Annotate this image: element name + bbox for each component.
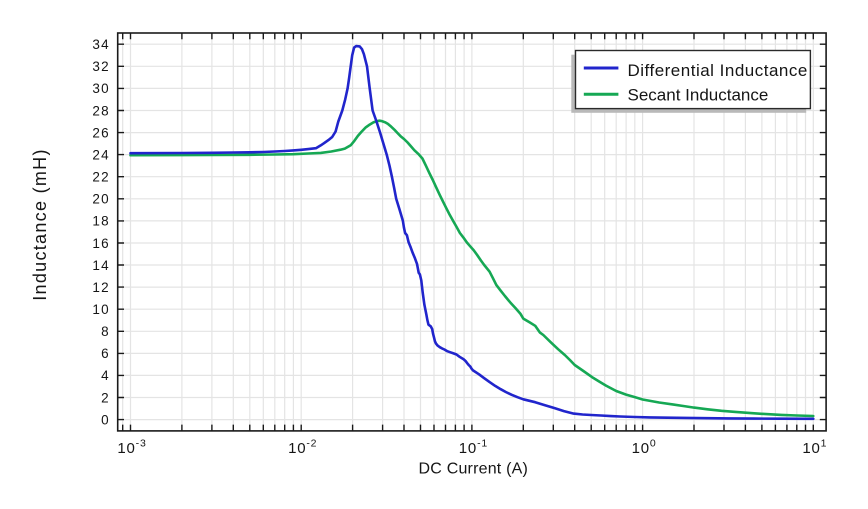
svg-text:8: 8 [101, 324, 110, 339]
svg-text:12: 12 [92, 280, 109, 295]
svg-text:DC Current (A): DC Current (A) [419, 461, 528, 478]
svg-text:22: 22 [92, 170, 109, 185]
svg-text:20: 20 [92, 192, 109, 207]
svg-text:28: 28 [92, 103, 109, 118]
svg-text:16: 16 [92, 236, 109, 251]
svg-text:Inductance (mH): Inductance (mH) [30, 148, 50, 301]
svg-text:Differential Inductance: Differential Inductance [628, 61, 808, 80]
svg-text:6: 6 [101, 346, 110, 361]
svg-text:10: 10 [92, 302, 109, 317]
svg-text:26: 26 [92, 125, 109, 140]
svg-text:100: 100 [632, 437, 657, 456]
svg-text:14: 14 [92, 258, 109, 273]
svg-text:4: 4 [101, 368, 110, 383]
svg-text:32: 32 [92, 59, 109, 74]
svg-text:18: 18 [92, 214, 109, 229]
svg-text:0: 0 [101, 412, 110, 427]
svg-text:2: 2 [101, 390, 110, 405]
svg-text:24: 24 [92, 147, 109, 162]
svg-text:101: 101 [802, 437, 827, 456]
svg-text:Secant Inductance: Secant Inductance [628, 85, 769, 104]
svg-text:30: 30 [92, 81, 109, 96]
svg-text:34: 34 [92, 37, 109, 52]
